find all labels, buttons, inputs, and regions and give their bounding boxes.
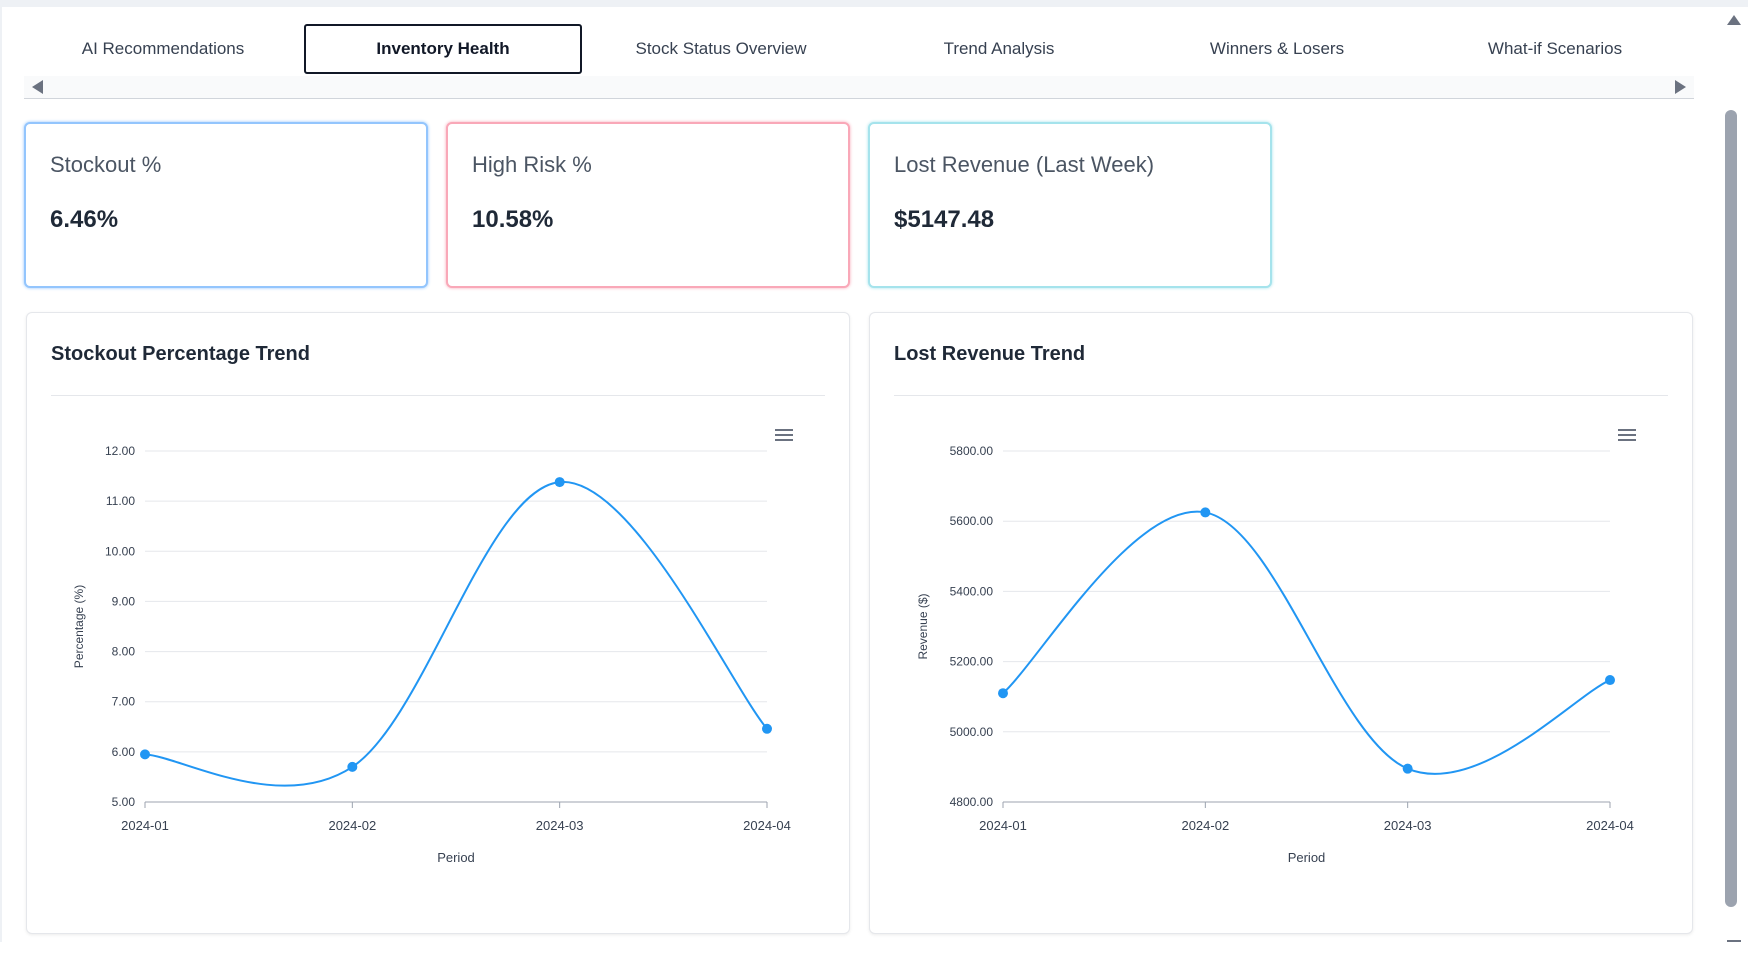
tab-inventory-health[interactable]: Inventory Health bbox=[304, 24, 582, 74]
x-tick-label: 2024-03 bbox=[1384, 818, 1432, 833]
chart-title: Lost Revenue Trend bbox=[894, 343, 1086, 365]
x-tick-label: 2024-04 bbox=[743, 818, 791, 833]
data-point bbox=[762, 723, 772, 734]
series-line bbox=[144, 481, 768, 787]
x-tick-label: 2024-04 bbox=[1586, 818, 1634, 833]
tab-label: Winners & Losers bbox=[1209, 39, 1345, 58]
y-tick-label: 7.00 bbox=[112, 695, 136, 709]
vertical-scrollbar[interactable] bbox=[1720, 7, 1748, 942]
tab-trend-analysis[interactable]: Trend Analysis bbox=[860, 24, 1138, 74]
y-axis-title: Revenue ($) bbox=[916, 593, 930, 659]
hamburger-menu-icon[interactable] bbox=[775, 429, 793, 441]
chart-title: Stockout Percentage Trend bbox=[51, 343, 310, 365]
kpi-card-high-risk: High Risk % 10.58% bbox=[446, 122, 850, 288]
divider bbox=[51, 395, 825, 396]
chart-card-lost-revenue-trend: 4800.00 5000.00 5200.00 5400.00 5600.00 5800.… bbox=[869, 312, 1693, 934]
x-axis-title: Period bbox=[1288, 850, 1326, 865]
x-tick-label: 2024-01 bbox=[979, 818, 1027, 833]
scroll-up-icon[interactable] bbox=[1727, 15, 1741, 25]
divider bbox=[894, 395, 1668, 396]
scroll-right-icon[interactable] bbox=[1675, 80, 1686, 94]
kpi-value: 10.58% bbox=[472, 206, 554, 233]
x-tick-label: 2024-03 bbox=[536, 818, 584, 833]
y-tick-label: 9.00 bbox=[112, 594, 136, 608]
y-tick-label: 5200.00 bbox=[950, 655, 994, 669]
y-tick-label: 6.00 bbox=[112, 745, 136, 759]
y-tick-label: 5800.00 bbox=[950, 444, 994, 458]
y-tick-label: 5600.00 bbox=[950, 514, 994, 528]
tab-winners-losers[interactable]: Winners & Losers bbox=[1138, 24, 1416, 74]
data-point bbox=[998, 688, 1008, 699]
stockout-trend-chart: 5.00 6.00 7.00 8.00 9.00 10.00 11.00 12.00 2024-… bbox=[72, 429, 793, 865]
tab-what-if-scenarios[interactable]: What-if Scenarios bbox=[1416, 24, 1694, 74]
y-tick-label: 10.00 bbox=[105, 544, 135, 558]
y-tick-label: 5.00 bbox=[112, 795, 136, 809]
kpi-label: High Risk % bbox=[472, 152, 592, 177]
data-point bbox=[1402, 763, 1413, 774]
tab-ai-recommendations[interactable]: AI Recommendations bbox=[24, 24, 302, 74]
scroll-left-icon[interactable] bbox=[32, 80, 43, 94]
kpi-card-lost-revenue: Lost Revenue (Last Week) $5147.48 bbox=[868, 122, 1272, 288]
y-tick-label: 11.00 bbox=[106, 494, 135, 508]
scroll-thumb[interactable] bbox=[1725, 110, 1737, 907]
y-tick-label: 4800.00 bbox=[950, 795, 994, 809]
tab-label: Stock Status Overview bbox=[635, 39, 807, 58]
kpi-value: 6.46% bbox=[50, 206, 119, 233]
x-tick-label: 2024-01 bbox=[121, 818, 169, 833]
data-point bbox=[554, 477, 565, 488]
scroll-down-icon[interactable] bbox=[1727, 940, 1741, 942]
x-tick-label: 2024-02 bbox=[328, 818, 376, 833]
lost-revenue-trend-chart: 4800.00 5000.00 5200.00 5400.00 5600.00 5800.… bbox=[916, 429, 1636, 865]
tab-stock-status-overview[interactable]: Stock Status Overview bbox=[582, 24, 860, 74]
tab-bar: AI Recommendations Inventory Health Stoc… bbox=[24, 24, 1694, 74]
y-tick-label: 8.00 bbox=[112, 645, 136, 659]
tab-scroll-bar[interactable] bbox=[24, 76, 1694, 99]
x-axis-title: Period bbox=[437, 850, 475, 865]
kpi-label: Lost Revenue (Last Week) bbox=[894, 152, 1155, 177]
kpi-label: Stockout % bbox=[50, 152, 162, 177]
data-point bbox=[347, 761, 358, 772]
series-line bbox=[1002, 510, 1611, 775]
tab-label: Inventory Health bbox=[376, 39, 510, 58]
tab-label: AI Recommendations bbox=[81, 39, 245, 58]
y-tick-label: 5000.00 bbox=[950, 725, 994, 739]
data-point bbox=[1200, 507, 1211, 518]
tab-label: What-if Scenarios bbox=[1487, 39, 1623, 58]
y-tick-label: 12.00 bbox=[105, 444, 135, 458]
top-bar bbox=[0, 0, 1748, 7]
kpi-value: $5147.48 bbox=[894, 206, 995, 233]
y-tick-label: 5400.00 bbox=[950, 584, 994, 598]
data-point bbox=[1605, 675, 1615, 686]
data-point bbox=[140, 749, 150, 760]
kpi-card-stockout: Stockout % 6.46% bbox=[24, 122, 428, 288]
tab-label: Trend Analysis bbox=[943, 39, 1055, 58]
y-axis-title: Percentage (%) bbox=[72, 585, 86, 668]
x-tick-label: 2024-02 bbox=[1181, 818, 1229, 833]
chart-card-stockout-trend: 5.00 6.00 7.00 8.00 9.00 10.00 11.00 12.00 2024-… bbox=[26, 312, 850, 934]
hamburger-menu-icon[interactable] bbox=[1618, 429, 1636, 441]
left-edge bbox=[0, 7, 2, 942]
